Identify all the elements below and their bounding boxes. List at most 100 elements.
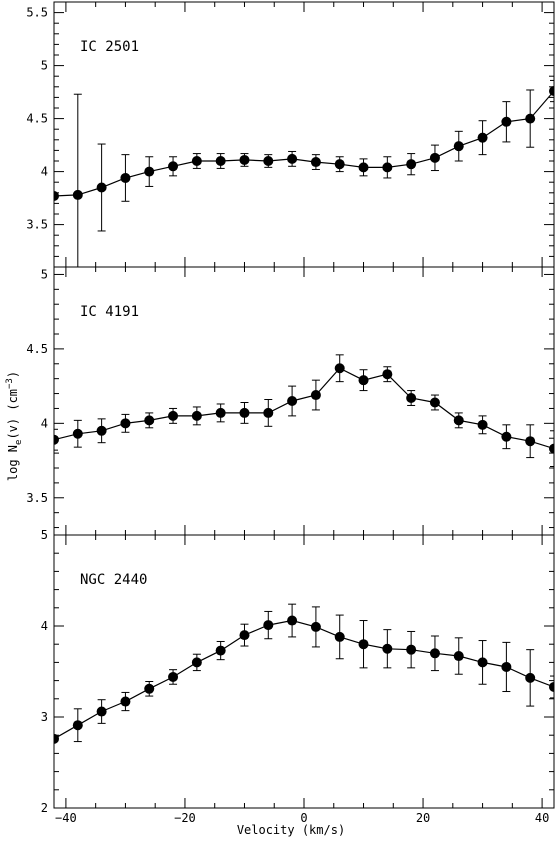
data-point xyxy=(215,156,226,166)
data-point xyxy=(334,159,345,170)
data-point xyxy=(429,152,440,163)
data-point xyxy=(549,443,554,454)
y-tick-label: 5.5 xyxy=(26,6,48,20)
x-tick-label: 40 xyxy=(535,811,549,825)
y-tick-label: 3.5 xyxy=(26,218,48,232)
data-point xyxy=(406,159,417,170)
data-point xyxy=(263,156,274,166)
panel-label: IC 2501 xyxy=(80,39,139,55)
series-group xyxy=(54,603,554,744)
data-point xyxy=(54,434,59,445)
data-point xyxy=(120,696,131,707)
data-point xyxy=(168,410,179,421)
data-point xyxy=(54,190,59,201)
series-line xyxy=(54,367,554,450)
y-tick-label: 4.5 xyxy=(26,342,48,356)
data-point xyxy=(358,375,369,386)
x-tick-label: 20 xyxy=(416,811,430,825)
data-point xyxy=(72,428,83,439)
data-point xyxy=(358,162,369,173)
data-point xyxy=(144,415,155,426)
x-axis-title: Velocity (km/s) xyxy=(237,823,345,837)
y-tick-label: 4 xyxy=(41,619,48,633)
data-point xyxy=(477,657,488,668)
data-point xyxy=(215,645,226,656)
data-point xyxy=(191,657,202,668)
series-group xyxy=(54,354,554,468)
data-point xyxy=(310,621,321,632)
y-tick-label: 5 xyxy=(41,59,48,73)
data-point xyxy=(144,683,155,694)
data-point xyxy=(168,161,179,172)
panel-2: 3.5 4 4.5 5 IC 4191 xyxy=(26,266,555,536)
data-point xyxy=(96,182,107,193)
data-point xyxy=(453,415,464,426)
data-point xyxy=(477,419,488,430)
data-point xyxy=(72,720,83,731)
y-tick-label: 2 xyxy=(41,801,48,815)
series-line xyxy=(54,619,554,740)
data-point xyxy=(406,393,417,404)
y-tick-label: 3.5 xyxy=(26,491,48,505)
data-point xyxy=(120,418,131,429)
data-point xyxy=(549,681,554,692)
data-point xyxy=(191,410,202,421)
y-tick-label: 5 xyxy=(41,267,48,281)
data-point xyxy=(72,189,83,200)
data-point xyxy=(96,706,107,717)
data-point xyxy=(239,630,250,641)
data-point xyxy=(501,431,512,442)
x-tick-label: −20 xyxy=(174,811,196,825)
panel-label: NGC 2440 xyxy=(80,572,147,588)
data-point xyxy=(310,390,321,401)
data-point xyxy=(429,397,440,408)
series-group xyxy=(54,79,554,267)
data-point xyxy=(310,157,321,168)
panel-1: 3.5 4 4.5 5 5.5 IC 2501 xyxy=(26,1,555,268)
data-point xyxy=(358,639,369,650)
data-point xyxy=(287,396,298,406)
data-point xyxy=(120,172,131,183)
data-point xyxy=(334,363,345,374)
y-axis-title: log Ne(v) (cm−3) xyxy=(5,371,24,481)
data-point xyxy=(525,672,536,683)
y-tick-label: 3 xyxy=(41,710,48,724)
data-point xyxy=(501,116,512,127)
data-point xyxy=(168,671,179,682)
data-point xyxy=(406,644,417,655)
data-point xyxy=(287,153,298,164)
data-point xyxy=(453,141,464,152)
data-point xyxy=(525,436,536,447)
data-point xyxy=(501,661,512,672)
data-point xyxy=(429,648,440,659)
y-tick-label: 5 xyxy=(41,528,48,542)
data-point xyxy=(54,733,59,744)
data-point xyxy=(263,407,274,418)
data-point xyxy=(382,369,393,380)
data-point xyxy=(287,615,298,626)
x-tick-label: −40 xyxy=(55,811,77,825)
data-point xyxy=(453,651,464,662)
y-tick-label: 4 xyxy=(41,165,48,179)
data-point xyxy=(239,154,250,165)
data-point xyxy=(96,425,107,436)
data-point xyxy=(215,407,226,418)
data-point xyxy=(382,162,393,173)
y-tick-label: 4.5 xyxy=(26,112,48,126)
data-point xyxy=(239,407,250,418)
y-axis-title-text: log Ne(v) (cm−3) xyxy=(5,371,24,481)
panel-3: 2 3 4 5 NGC 2440 xyxy=(41,528,555,815)
data-point xyxy=(382,643,393,654)
data-point xyxy=(263,620,274,631)
data-point xyxy=(525,113,536,124)
data-point xyxy=(549,86,554,97)
data-point xyxy=(144,166,155,177)
data-point xyxy=(334,631,345,642)
data-point xyxy=(191,156,202,166)
series-line xyxy=(54,90,554,197)
data-point xyxy=(477,132,488,143)
y-tick-label: 4 xyxy=(41,416,48,430)
panel-label: IC 4191 xyxy=(80,304,139,320)
x-tick-label: 0 xyxy=(300,811,307,825)
